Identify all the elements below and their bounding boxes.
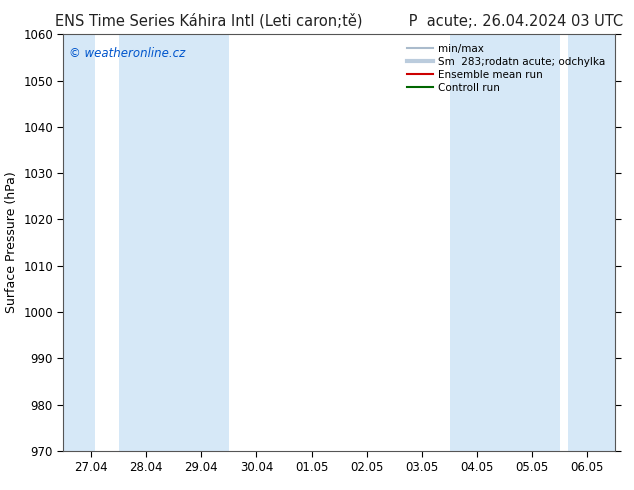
Title: ENS Time Series Káhira Intl (Leti caron;tě)          P  acute;. 26.04.2024 03 UT: ENS Time Series Káhira Intl (Leti caron;…: [55, 13, 623, 29]
Y-axis label: Surface Pressure (hPa): Surface Pressure (hPa): [4, 172, 18, 314]
Bar: [63, 34, 95, 451]
Legend: min/max, Sm  283;rodatn acute; odchylka, Ensemble mean run, Controll run: min/max, Sm 283;rodatn acute; odchylka, …: [403, 40, 610, 97]
Bar: [119, 34, 229, 451]
Bar: [568, 34, 615, 451]
Bar: [450, 34, 560, 451]
Text: © weatheronline.cz: © weatheronline.cz: [69, 47, 185, 60]
